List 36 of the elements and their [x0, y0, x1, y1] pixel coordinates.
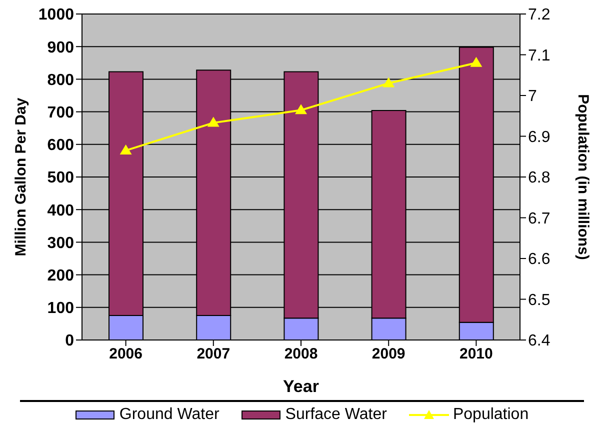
point: [470, 56, 482, 67]
y2-tick-label: 6.8: [528, 170, 550, 187]
y-tick-label: 200: [47, 267, 74, 284]
point: [207, 116, 220, 127]
y2-axis-title: Population (in millions): [574, 94, 592, 260]
y-tick-label: 600: [47, 137, 74, 154]
legend-label: Surface Water: [284, 406, 387, 424]
point: [120, 144, 132, 155]
x-tick-label: 2010: [460, 346, 493, 363]
y-tick-label: 100: [47, 300, 74, 318]
x-tick-label: 2006: [109, 346, 142, 363]
legend-label: Ground Water: [118, 406, 220, 424]
y2-tick-label: 6.7: [528, 210, 550, 228]
y-tick-label: 300: [47, 234, 74, 252]
x-axis-title: Year: [283, 377, 320, 396]
y2-tick-label: 6.6: [528, 251, 550, 268]
point: [295, 104, 307, 114]
x-tick-label: 2007: [196, 346, 230, 363]
y-tick-label: 1000: [38, 6, 74, 24]
y-tick-label: 900: [47, 39, 74, 56]
y-tick-label: 700: [47, 104, 74, 122]
x-tick-label: 2009: [372, 346, 406, 363]
y2-tick-label: 6.4: [528, 332, 550, 350]
y2-tick-label: 6.5: [528, 292, 550, 309]
y-axis-title: Million Gallon Per Day: [12, 97, 30, 256]
y-tick-label: 400: [47, 202, 74, 220]
y2-tick-label: 7.2: [528, 6, 550, 24]
legend-label: Population: [452, 406, 529, 424]
y-tick-label: 500: [47, 170, 74, 187]
x-tick-label: 2008: [284, 346, 318, 363]
y-tick-label: 0: [65, 332, 74, 350]
y2-tick-label: 7: [528, 88, 537, 106]
y-tick-label: 800: [47, 72, 74, 89]
y2-tick-label: 7.1: [528, 47, 550, 64]
y2-tick-label: 6.9: [528, 128, 550, 146]
point: [382, 77, 395, 88]
